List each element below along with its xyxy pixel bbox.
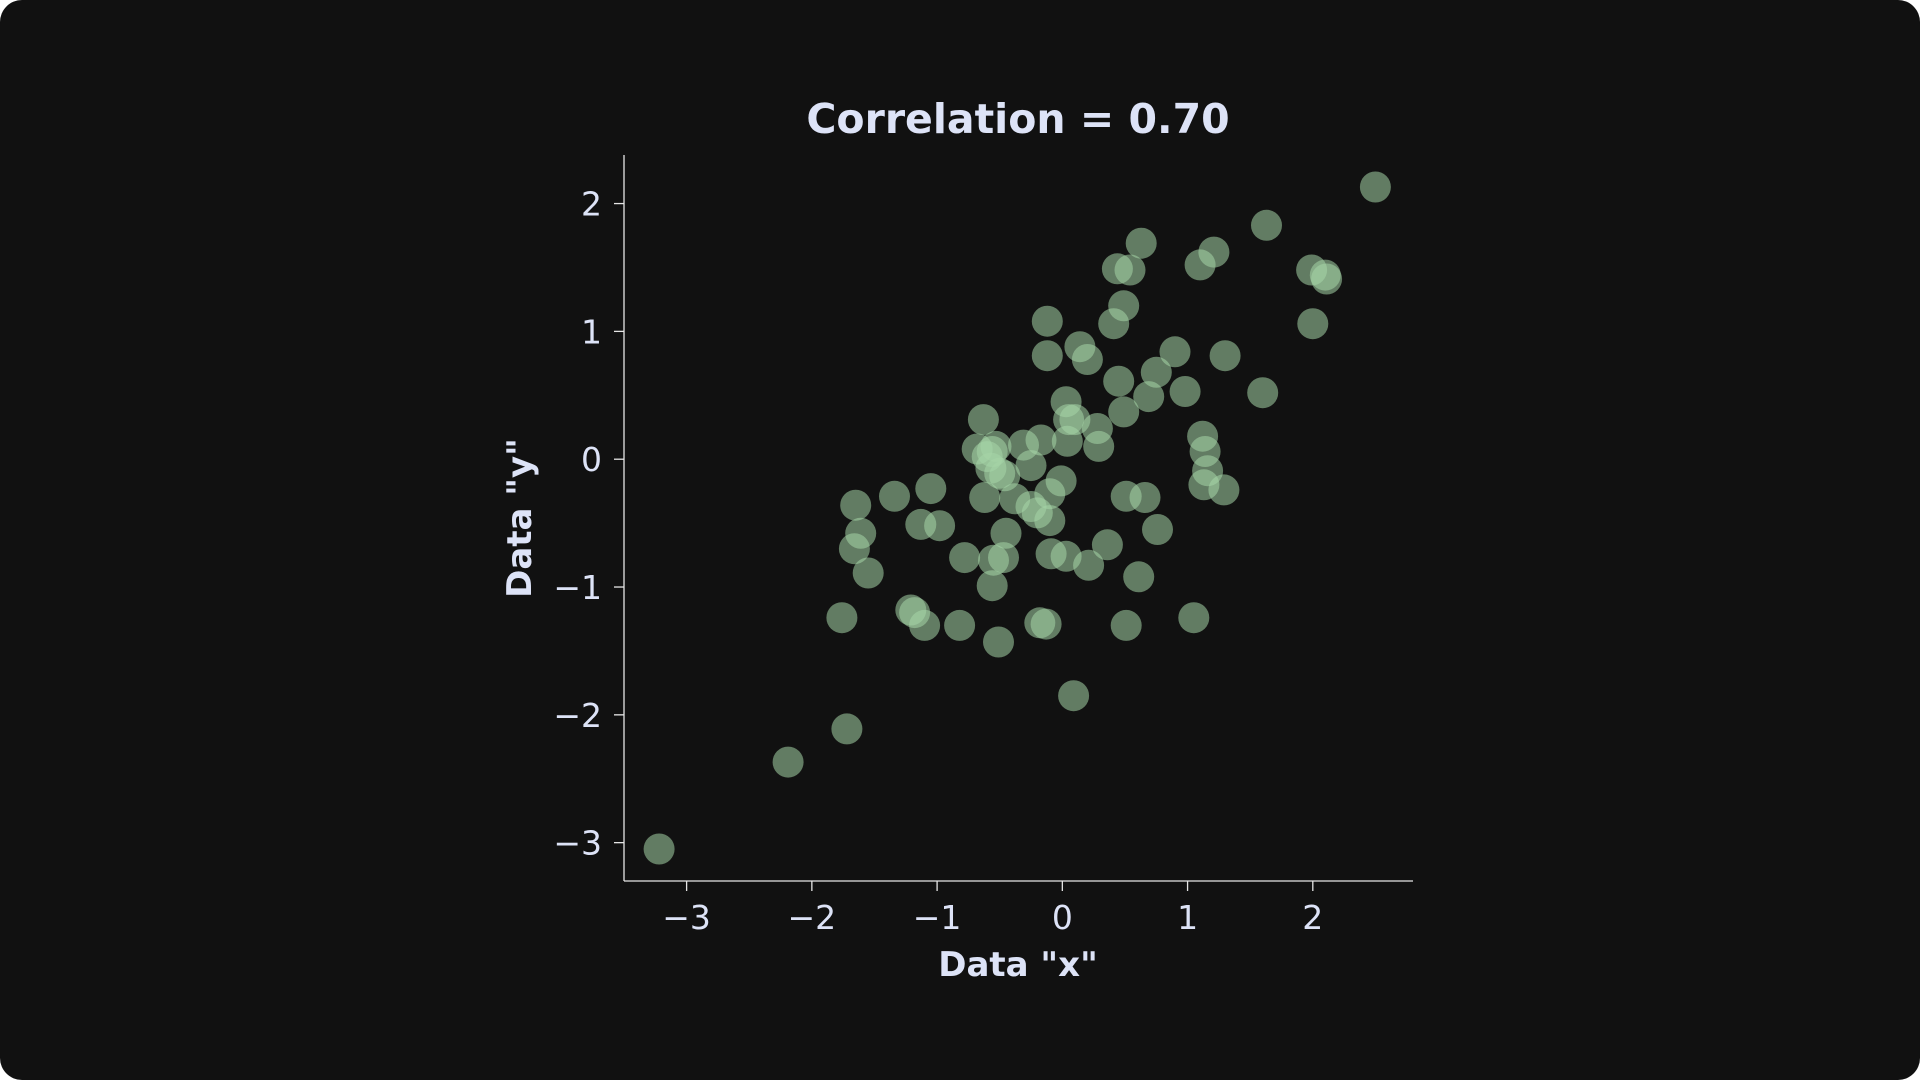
- y-tick-label: 2: [581, 185, 602, 224]
- scatter-point: [1140, 356, 1172, 388]
- scatter-point: [1045, 465, 1077, 497]
- scatter-point: [1247, 377, 1279, 409]
- scatter-point: [988, 542, 1019, 574]
- scatter-point: [838, 533, 870, 565]
- y-axis-ticks: −3 −2 −1 0 1 2: [553, 185, 624, 863]
- scatter-point: [1251, 209, 1282, 241]
- x-tick-label: 1: [1177, 898, 1198, 937]
- scatter-point: [944, 609, 976, 641]
- scatter-point: [1208, 474, 1240, 506]
- scatter-point: [1169, 376, 1201, 407]
- scatter-point: [1311, 263, 1343, 295]
- scatter-point: [949, 542, 981, 574]
- scatter-point: [1031, 340, 1063, 372]
- scatter-point: [826, 602, 858, 634]
- y-tick-label: −2: [553, 696, 602, 735]
- scatter-point: [1178, 602, 1210, 634]
- scatter-point: [909, 609, 941, 641]
- scatter-point: [1030, 608, 1062, 640]
- scatter-point: [1034, 505, 1066, 537]
- x-tick-label: −2: [788, 898, 837, 937]
- scatter-point: [879, 480, 910, 512]
- scatter-point: [1058, 680, 1090, 712]
- x-tick-label: 0: [1052, 898, 1073, 937]
- scatter-point: [1091, 529, 1123, 561]
- scatter-point: [1051, 425, 1083, 457]
- scatter-point: [1025, 424, 1057, 456]
- scatter-point: [1198, 236, 1230, 268]
- x-tick-label: 2: [1302, 898, 1323, 937]
- scatter-point: [1133, 381, 1165, 413]
- x-tick-label: −1: [913, 898, 962, 937]
- chart-title: Correlation = 0.70: [806, 95, 1229, 143]
- x-tick-label: −3: [662, 898, 711, 937]
- scatter-point: [1123, 561, 1155, 593]
- scatter-point: [1142, 514, 1173, 545]
- scatter-point: [967, 404, 999, 436]
- scatter-point: [831, 713, 863, 745]
- x-axis-label: Data "x": [938, 945, 1098, 985]
- scatter-point: [1015, 450, 1047, 482]
- scatter-point: [924, 510, 956, 542]
- scatter-point: [969, 482, 1001, 513]
- y-tick-label: −1: [553, 568, 602, 607]
- scatter-point: [976, 570, 1008, 602]
- scatter-point: [1125, 227, 1157, 259]
- scatter-point: [1064, 331, 1096, 363]
- points-layer: [643, 171, 1391, 865]
- scatter-point: [1108, 290, 1140, 322]
- y-axis-label: Data "y": [500, 438, 540, 598]
- y-tick-label: −3: [553, 824, 602, 863]
- y-tick-label: 1: [581, 312, 602, 351]
- scatter-point: [772, 746, 804, 778]
- scatter-point: [1110, 609, 1142, 641]
- scatter-point: [1073, 549, 1105, 581]
- scatter-point: [990, 517, 1022, 549]
- scatter-point: [1114, 254, 1146, 286]
- scatter-point: [643, 833, 675, 865]
- scatter-point: [915, 473, 947, 505]
- scatter-point: [1129, 482, 1161, 513]
- scatter-point: [852, 557, 884, 589]
- scatter-point: [1209, 340, 1241, 372]
- scatter-point: [1297, 308, 1329, 340]
- x-axis-ticks: −3 −2 −1 0 1 2: [662, 881, 1323, 937]
- scatter-point: [1108, 396, 1140, 428]
- scatter-point: [1103, 365, 1135, 397]
- scatter-point: [1159, 336, 1191, 368]
- scatter-point: [983, 626, 1014, 658]
- scatter-point: [1031, 305, 1063, 337]
- scatter-point: [1083, 430, 1115, 462]
- scatter-point: [1359, 171, 1391, 203]
- y-tick-label: 0: [581, 440, 602, 479]
- scatter-point: [840, 489, 872, 521]
